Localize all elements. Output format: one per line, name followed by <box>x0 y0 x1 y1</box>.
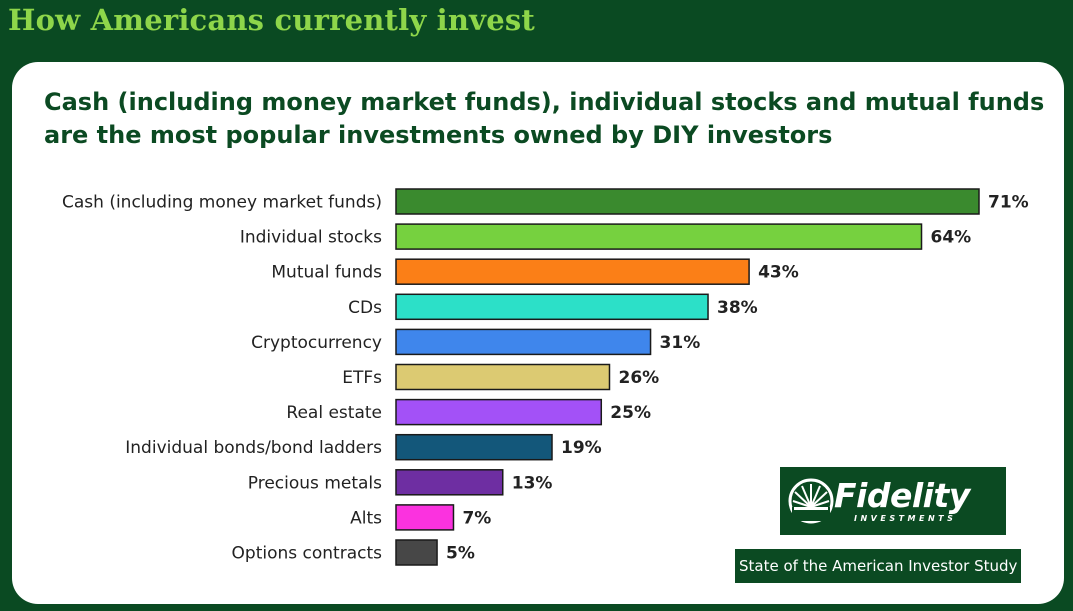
bar <box>395 258 750 285</box>
category-label: CDs <box>348 298 382 318</box>
sunburst-icon <box>788 478 834 524</box>
bar <box>395 188 980 215</box>
value-label: 26% <box>618 368 659 388</box>
study-label: State of the American Investor Study <box>735 549 1022 583</box>
bar <box>395 504 455 531</box>
bar <box>395 328 652 356</box>
value-label: 71% <box>988 193 1029 213</box>
fidelity-logo: Fidelity INVESTMENTS <box>780 467 1006 535</box>
value-label: 31% <box>660 333 701 353</box>
logo-wordmark: Fidelity <box>834 476 970 515</box>
category-label: Mutual funds <box>271 263 382 283</box>
category-label: Cryptocurrency <box>251 333 382 353</box>
chart-title-line-2: are the most popular investments owned b… <box>44 121 833 149</box>
chart-card: Cash (including money market funds), ind… <box>12 62 1064 604</box>
bar-chart: Cash (including money market funds) 71% In… <box>62 188 1029 566</box>
logo-subtext: INVESTMENTS <box>854 514 957 523</box>
bar <box>395 433 553 461</box>
value-label: 7% <box>462 508 491 528</box>
category-label: Cash (including money market funds) <box>62 193 382 213</box>
value-label: 64% <box>931 228 972 248</box>
bar <box>395 469 504 496</box>
bar <box>395 398 603 426</box>
value-label: 38% <box>717 298 758 318</box>
category-label: Alts <box>350 508 382 528</box>
category-label: Options contracts <box>232 544 383 564</box>
value-label: 25% <box>610 403 651 423</box>
page-title: How Americans currently invest <box>8 3 536 37</box>
bar <box>395 293 709 321</box>
category-label: Individual bonds/bond ladders <box>125 438 382 458</box>
value-label: 19% <box>561 438 602 458</box>
value-label: 43% <box>758 263 799 283</box>
value-label: 5% <box>446 544 475 564</box>
category-label: ETFs <box>342 368 382 388</box>
category-label: Individual stocks <box>240 228 382 248</box>
value-label: 13% <box>512 473 553 493</box>
chart-title-line-1: Cash (including money market funds), ind… <box>44 88 1045 116</box>
bar <box>395 363 611 391</box>
bar <box>395 539 438 566</box>
category-label: Precious metals <box>248 473 382 493</box>
category-label: Real estate <box>286 403 382 423</box>
bar <box>395 223 923 250</box>
chart-title: Cash (including money market funds), ind… <box>44 86 1044 152</box>
